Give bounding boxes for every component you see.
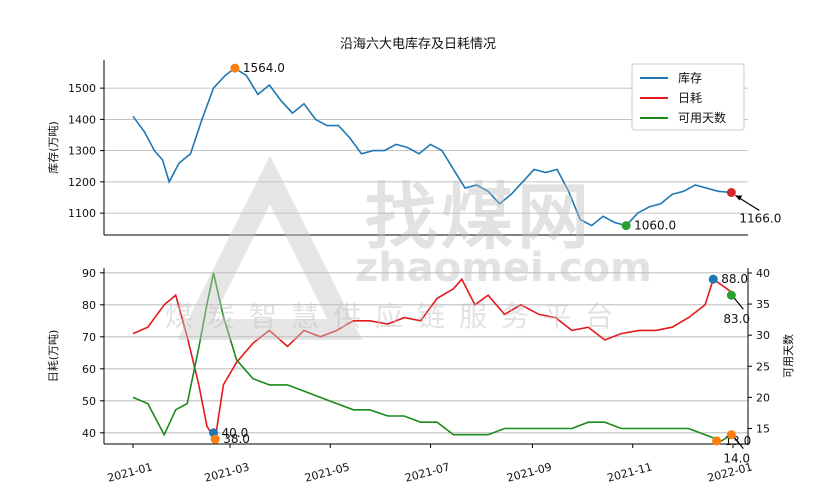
annotation-label: 1166.0: [739, 212, 781, 226]
legend-item: 可用天数: [678, 110, 726, 125]
annotation-marker: [210, 434, 220, 444]
x-tick-label: 2021-07: [404, 460, 452, 484]
annotation-arrow: [733, 297, 744, 310]
y-tick-label: 1200: [68, 176, 96, 189]
annotation-label: 1564.0: [243, 61, 285, 75]
annotation-marker: [712, 436, 722, 446]
y2-tick-label: 40: [756, 267, 770, 280]
y2-tick-label: 35: [756, 298, 770, 311]
top-axes: 1100 1200 1300 1400 1500 库存(万吨) 1564.0 1060.0 11…: [46, 60, 781, 236]
y-tick-label: 50: [82, 395, 96, 408]
x-tick-label: 2021-11: [606, 460, 654, 484]
x-tick-label: 2021-01: [106, 460, 154, 484]
annotation-marker: [726, 290, 736, 300]
annotation-marker: [726, 430, 736, 440]
bottom-axes: 40 50 60 70 80 90 15 20 25 30 35 40 日耗(万吨) 可用天数 2021-0…: [47, 267, 795, 485]
y2-tick-label: 25: [756, 360, 770, 373]
annotation-marker: [708, 274, 718, 284]
annotation-arrow: [733, 437, 744, 450]
x-tick-label: 2021-03: [203, 460, 251, 484]
y-axis-label: 库存(万吨): [46, 121, 60, 174]
series-line-available-days: [132, 272, 732, 442]
legend-item: 日耗: [678, 91, 702, 105]
y-tick-label: 1300: [68, 145, 96, 158]
series-line-daily-consumption: [132, 277, 732, 442]
annotation-label: 40.0: [222, 426, 249, 440]
y-tick-label: 1400: [68, 113, 96, 126]
y2-axis-label: 可用天数: [782, 334, 795, 378]
y-tick-label: 90: [82, 267, 96, 280]
y-tick-label: 80: [82, 299, 96, 312]
arrowhead-icon: [735, 195, 743, 201]
x-tick-label: 2021-09: [505, 460, 553, 484]
legend-box: [631, 63, 745, 131]
annotation-label: 14.0: [723, 452, 750, 466]
y2-tick-label: 30: [756, 329, 770, 342]
legend-item: 库存: [678, 70, 702, 85]
y-tick-label: 1500: [68, 82, 96, 95]
annotation-marker: [230, 63, 240, 73]
annotation-label: 38.0: [223, 432, 250, 446]
annotation-label: 88.0: [721, 272, 748, 286]
annotation-label: 83.0: [723, 312, 750, 326]
annotation-marker: [726, 188, 736, 197]
y-tick-label: 40: [82, 427, 96, 440]
y-tick-label: 1100: [68, 207, 96, 220]
chart-title: 沿海六大电库存及日耗情况: [340, 36, 496, 52]
annotation-label: 1060.0: [634, 219, 676, 233]
x-tick-label: 2021-05: [303, 460, 351, 484]
y-axis-label: 日耗(万吨): [47, 330, 60, 383]
y-tick-label: 70: [82, 331, 96, 344]
y2-tick-label: 15: [756, 422, 770, 435]
annotation-marker: [621, 221, 631, 231]
y-tick-label: 60: [82, 363, 96, 376]
y2-tick-label: 20: [756, 391, 770, 404]
